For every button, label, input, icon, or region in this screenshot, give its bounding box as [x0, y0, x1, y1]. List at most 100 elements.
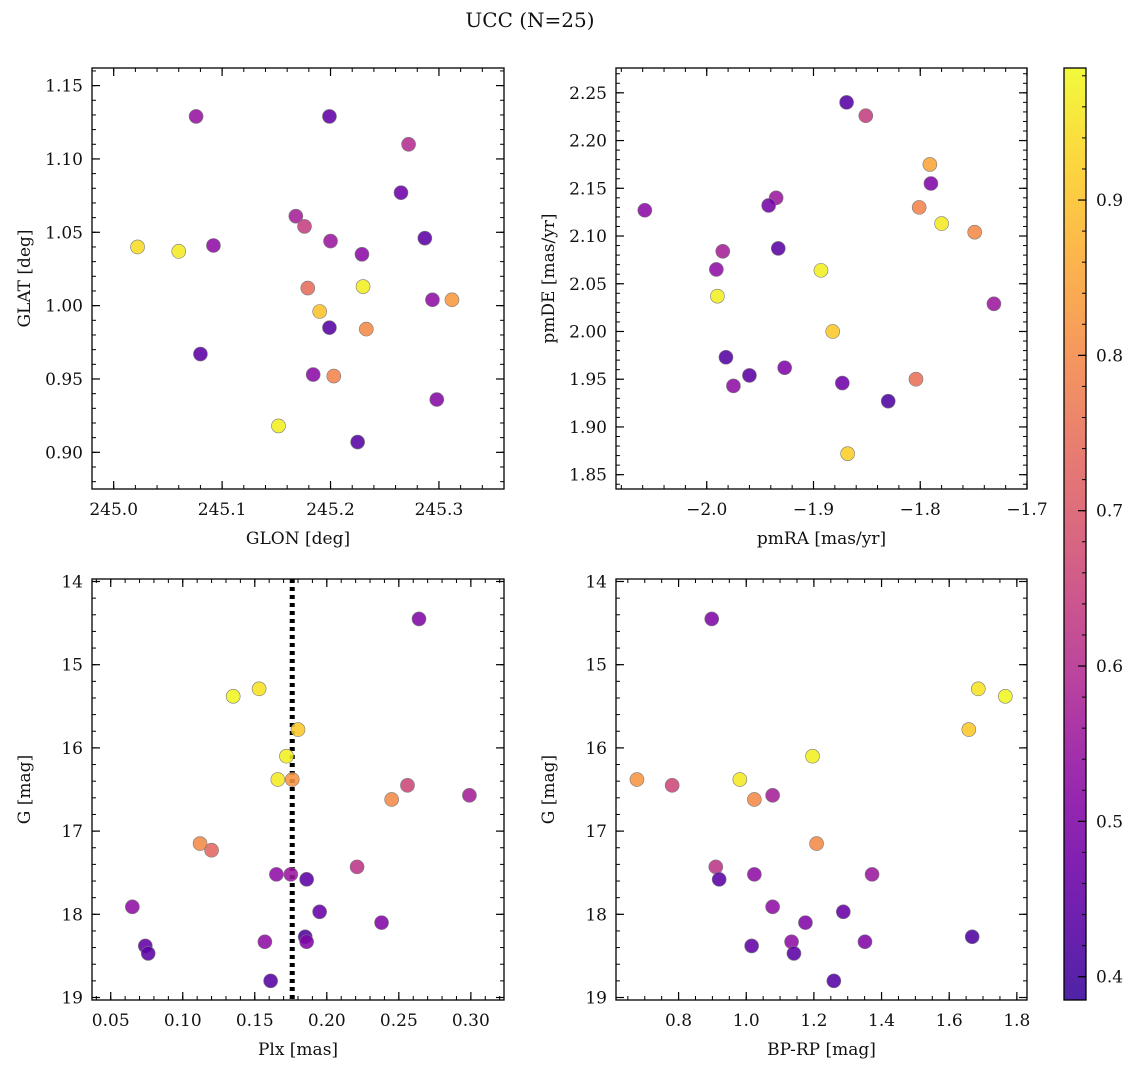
- y-tick-label: 2.10: [569, 227, 607, 247]
- data-point: [718, 349, 734, 365]
- data-point: [708, 859, 724, 875]
- data-point: [961, 722, 977, 737]
- x-tick-label: 0.05: [92, 1011, 130, 1031]
- y-tick-label: 19: [585, 989, 607, 1009]
- y-tick-label: 15: [61, 656, 83, 676]
- data-point: [225, 689, 241, 704]
- data-point: [263, 973, 278, 989]
- colorbar-tick-label: 0.5: [1096, 812, 1123, 832]
- data-point: [411, 611, 427, 627]
- data-point: [312, 904, 327, 920]
- x-axis-label: pmRA [mas/yr]: [757, 529, 886, 549]
- data-point: [355, 279, 371, 294]
- x-axis-label: Plx [mas]: [258, 1040, 338, 1060]
- data-point: [857, 934, 873, 950]
- data-point: [835, 375, 850, 391]
- colorbar-tick-label: 0.9: [1096, 191, 1123, 211]
- data-point: [839, 95, 854, 110]
- data-point: [813, 263, 829, 278]
- data-point: [715, 243, 731, 259]
- data-point: [140, 946, 156, 961]
- y-tick-label: 1.95: [569, 370, 607, 390]
- axes-frame: [615, 578, 1028, 1001]
- data-point: [798, 915, 813, 930]
- data-point: [858, 108, 874, 124]
- data-point: [279, 748, 294, 764]
- data-point: [732, 772, 748, 787]
- data-point: [188, 109, 204, 124]
- x-tick-label: 1.8: [1003, 1011, 1030, 1031]
- data-point: [349, 859, 365, 875]
- y-tick-label: 14: [585, 572, 607, 592]
- data-point: [204, 842, 219, 858]
- y-tick-label: 16: [61, 739, 83, 759]
- scatter-panel-bprp-g: 0.8 1.0 1.2 1.4 1.6 1.8 14 15 16 17 18 19 BP-RP [mag…: [539, 572, 1030, 1060]
- data-point: [710, 288, 725, 304]
- y-tick-label: 18: [61, 905, 83, 925]
- data-point: [425, 292, 440, 308]
- data-point: [908, 371, 924, 387]
- data-point: [967, 224, 982, 240]
- data-point: [444, 292, 460, 308]
- data-point: [417, 230, 433, 246]
- data-point: [359, 321, 374, 337]
- data-point: [288, 208, 304, 224]
- x-tick-label: −2.0: [686, 500, 727, 520]
- x-tick-label: 0.15: [236, 1011, 274, 1031]
- data-point: [864, 867, 880, 882]
- data-point: [922, 157, 938, 172]
- data-point: [805, 748, 820, 764]
- data-point: [171, 244, 187, 259]
- data-point: [401, 136, 416, 152]
- y-tick-label: 2.05: [569, 275, 607, 295]
- data-point: [323, 233, 338, 249]
- colorbar-tick-label: 0.8: [1096, 346, 1123, 366]
- x-tick-label: 245.2: [306, 500, 355, 520]
- data-point: [704, 611, 720, 627]
- x-tick-label: 0.25: [380, 1011, 418, 1031]
- data-point: [393, 185, 409, 200]
- data-point: [742, 368, 757, 383]
- x-tick-label: 245.0: [89, 500, 138, 520]
- data-point: [284, 772, 300, 787]
- data-point: [400, 778, 415, 793]
- data-point: [840, 446, 855, 461]
- data-point: [761, 198, 776, 213]
- data-point: [462, 788, 477, 803]
- data-point: [934, 216, 949, 231]
- x-axis-label: GLON [deg]: [246, 529, 350, 549]
- y-tick-label: 2.20: [569, 132, 607, 152]
- x-tick-label: 245.3: [415, 500, 464, 520]
- y-axis-label: G [mag]: [15, 755, 35, 824]
- x-tick-label: 1.6: [936, 1011, 963, 1031]
- data-point: [911, 200, 927, 215]
- figure-title: UCC (N=25): [465, 8, 594, 32]
- data-point: [825, 324, 841, 339]
- colorbar-tick-label: 0.6: [1096, 657, 1123, 677]
- data-point: [354, 246, 370, 262]
- x-tick-label: 1.2: [800, 1011, 827, 1031]
- data-point: [765, 788, 780, 803]
- data-point: [786, 946, 802, 961]
- data-point: [765, 899, 780, 915]
- data-point: [300, 280, 316, 296]
- x-tick-label: 0.8: [665, 1011, 692, 1031]
- y-axis-label: pmDE [mas/yr]: [539, 213, 559, 343]
- x-tick-label: 0.30: [452, 1011, 490, 1031]
- x-tick-label: −1.8: [900, 500, 941, 520]
- data-point: [269, 867, 284, 882]
- x-tick-label: 1.4: [868, 1011, 895, 1031]
- y-tick-label: 2.25: [569, 84, 607, 104]
- y-tick-label: 1.00: [45, 297, 83, 317]
- data-point: [711, 872, 727, 887]
- x-tick-label: −1.9: [793, 500, 834, 520]
- data-point: [297, 219, 312, 234]
- data-point: [770, 241, 786, 256]
- y-tick-label: 1.10: [45, 150, 83, 170]
- y-axis-label: GLAT [deg]: [15, 229, 35, 327]
- data-point: [986, 296, 1002, 312]
- data-point: [322, 109, 337, 124]
- y-tick-label: 17: [61, 822, 83, 842]
- data-point: [322, 320, 337, 335]
- y-tick-label: 19: [61, 989, 83, 1009]
